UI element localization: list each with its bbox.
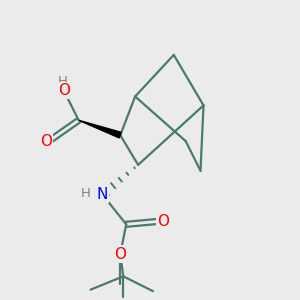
Polygon shape — [79, 120, 121, 138]
Text: H: H — [57, 75, 67, 88]
Text: O: O — [114, 247, 126, 262]
Text: O: O — [58, 83, 70, 98]
Text: H: H — [81, 187, 91, 200]
Text: N: N — [97, 187, 108, 202]
Text: O: O — [158, 214, 169, 229]
Text: O: O — [40, 134, 52, 148]
